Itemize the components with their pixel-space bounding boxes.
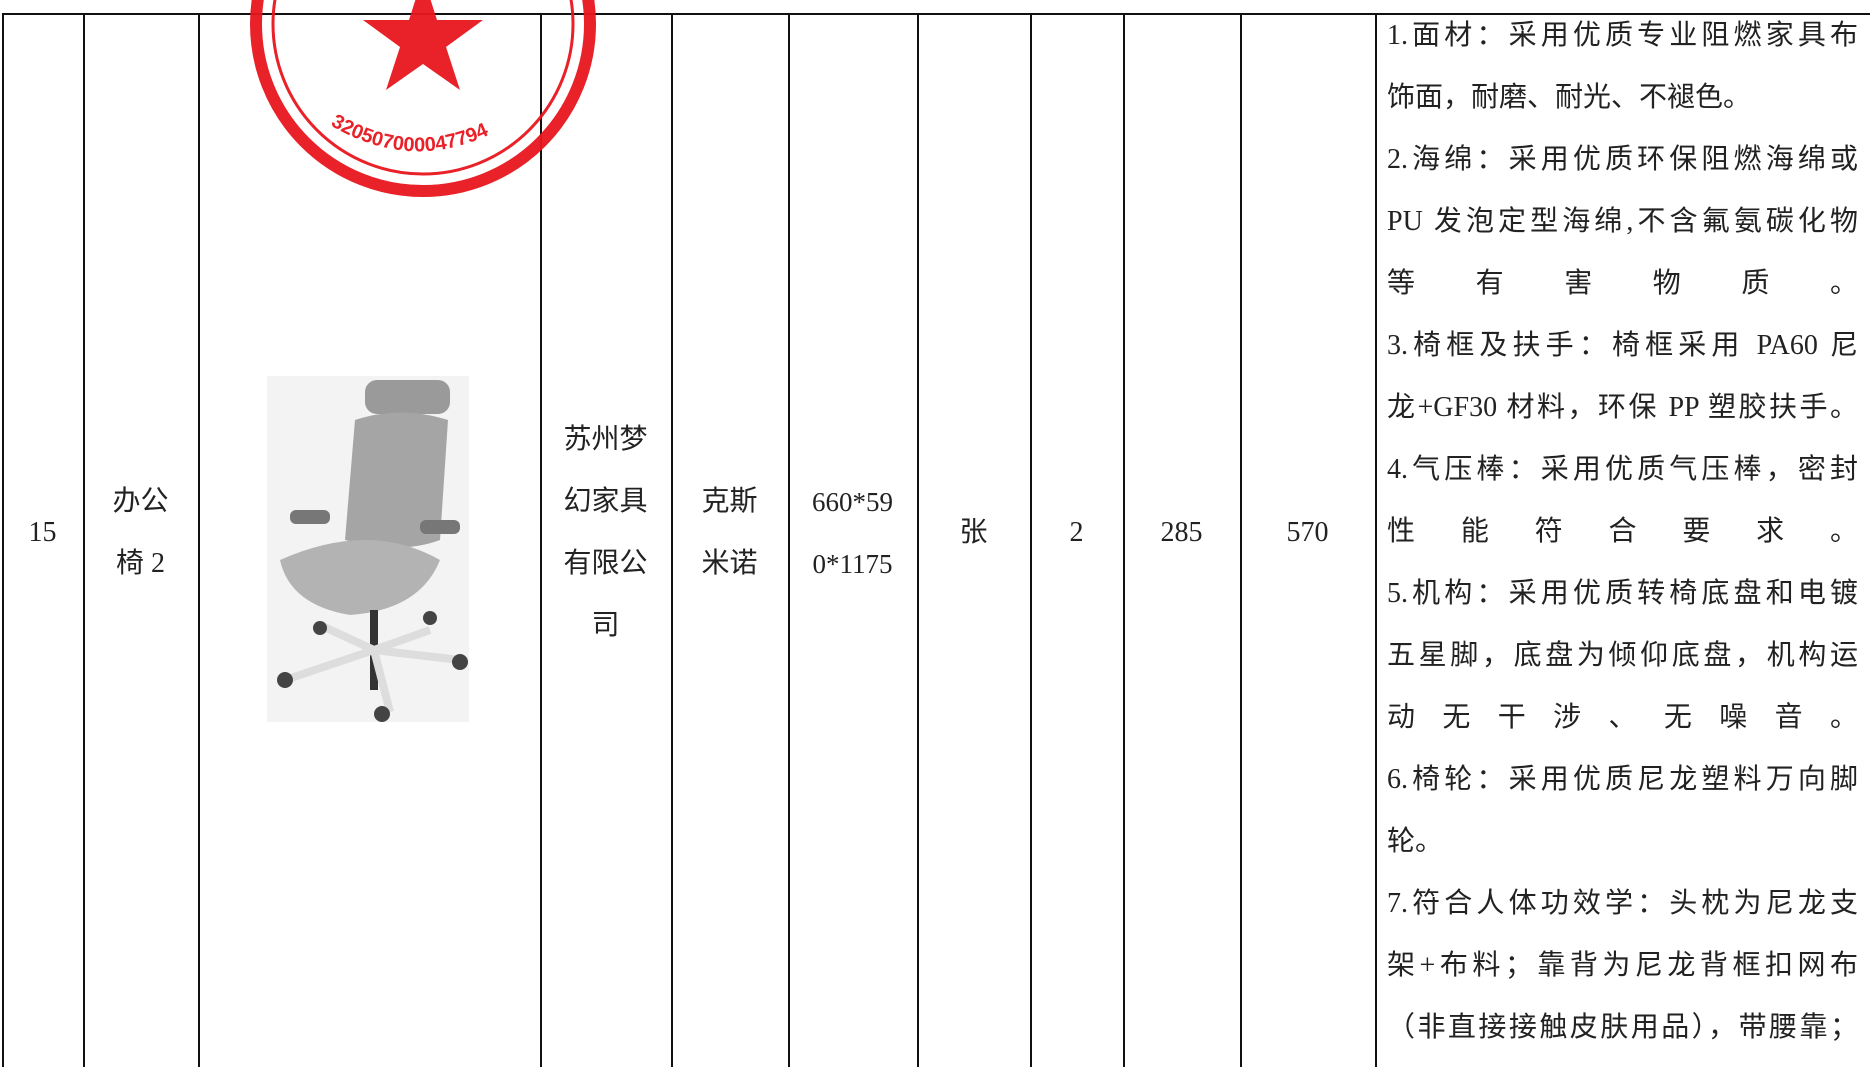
brand: 克斯 米诺 [671,471,788,595]
column-border [1030,14,1032,1067]
description-line: 性能符合要求。 [1387,516,1858,547]
description-line: 轮。 [1387,826,1444,857]
supplier: 苏州梦幻家具有限公司 [540,409,671,657]
unit-price: 285 [1160,517,1203,548]
description-line: 饰面，耐磨、耐光、不褪色。 [1387,82,1752,113]
item-name: 办公椅 2 [83,471,198,595]
column-border [540,14,542,1067]
column-border [1240,14,1242,1067]
spec-line: 660*59 [812,487,893,517]
row-border [2,13,1870,15]
supplier-line: 司 [591,610,620,641]
column-border [2,14,4,1067]
brand-line: 克斯 [701,486,758,517]
chair-photo [267,376,469,722]
description-line: 五星脚，底盘为倾仰底盘，机构运 [1387,640,1858,671]
description-line: 3.椅框及扶手：椅框采用 PA60 尼 [1387,330,1858,361]
item-name-line: 椅 2 [115,548,165,579]
description-line: 4.气压棒：采用优质气压棒，密封 [1387,454,1858,485]
column-border [83,14,85,1067]
stamp-number-path: 320507000047794 [328,110,493,156]
unit: 张 [959,517,988,548]
total: 570 [1286,517,1329,548]
description: 1.面材：采用优质专业阻燃家具布 饰面，耐磨、耐光、不褪色。 2.海绵：采用优质环保… [1387,5,1858,1059]
column-border [671,14,673,1067]
description-line: 动无干涉、无噪音。 [1387,702,1858,733]
brand-line: 米诺 [701,548,758,579]
description-line: PU 发泡定型海绵,不含氟氨碳化物 [1387,206,1858,237]
description-line: 等有害物质。 [1387,268,1858,299]
column-border [788,14,790,1067]
spec-line: 0*1175 [812,549,893,579]
supplier-line: 苏州梦 [563,424,648,455]
column-border [1375,14,1377,1067]
description-line: 架+布料；靠背为尼龙背框扣网布 [1387,950,1858,981]
description-line: 6.椅轮：采用优质尼龙塑料万向脚 [1387,764,1858,795]
description-line: 5.机构：采用优质转椅底盘和电镀 [1387,578,1858,609]
column-border [198,14,200,1067]
description-line: 1.面材：采用优质专业阻燃家具布 [1387,20,1858,51]
stamp: 320507000047794 [250,0,596,197]
item-name-line: 办公 [112,486,169,517]
supplier-line: 幻家具 [563,486,648,517]
spec: 660*59 0*1175 [788,471,917,595]
stamp-number: 320507000047794 [328,110,493,156]
description-line: 2.海绵：采用优质环保阻燃海绵或 [1387,144,1858,175]
column-border [1123,14,1125,1067]
description-line: 龙+GF30 材料，环保 PP 塑胶扶手。 [1387,392,1858,423]
quantity: 2 [1069,517,1084,548]
description-line: （非直接接触皮肤用品），带腰靠； [1387,1012,1858,1043]
description-line: 7.符合人体功效学：头枕为尼龙支 [1387,888,1858,919]
supplier-line: 有限公 [563,548,648,579]
column-border [917,14,919,1067]
index: 15 [28,517,57,548]
